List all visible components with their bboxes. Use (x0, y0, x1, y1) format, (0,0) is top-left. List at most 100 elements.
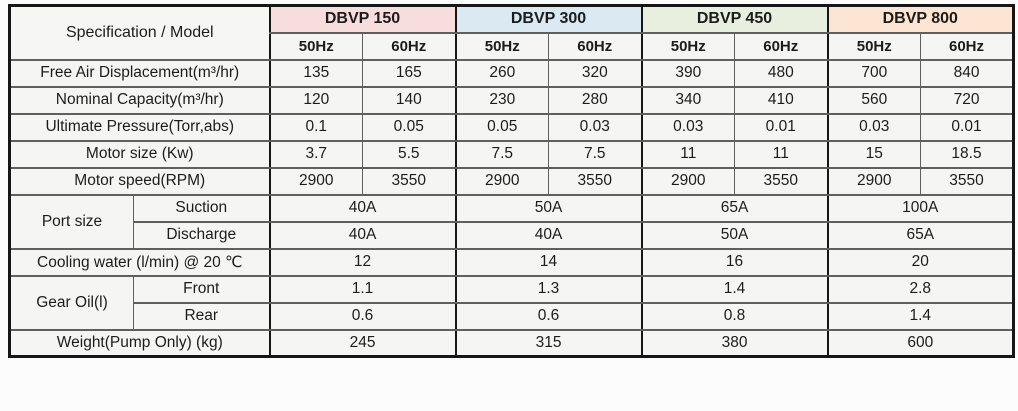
value-cell: 390 (640, 58, 736, 88)
table-row-port-size-suction: Port size Suction 40A 50A 65A 100A (9, 193, 1015, 250)
value-cell: 11 (734, 139, 829, 169)
value-cell: 18.5 (920, 139, 1015, 169)
sub-label: Rear (132, 301, 271, 331)
sub-label: Suction (132, 193, 271, 223)
model-header-dbvp-800: DBVP 800 (826, 4, 1015, 34)
model-header-dbvp-450: DBVP 450 (640, 4, 829, 34)
value-cell: 1.1 (268, 274, 457, 304)
value-cell: 0.6 (454, 301, 643, 331)
table-row-nominal-capacity: Nominal Capacity(m³/hr) 120 140 230 280 … (8, 85, 1015, 115)
value-cell: 65A (826, 220, 1015, 250)
value-cell: 840 (920, 58, 1015, 88)
value-cell: 0.01 (734, 112, 829, 142)
value-cell: 1.4 (640, 274, 829, 304)
table-row-motor-size: Motor size (Kw) 3.7 5.5 7.5 7.5 11 11 15… (8, 139, 1015, 169)
freq-header: 60Hz (362, 31, 457, 61)
value-cell: 100A (826, 193, 1015, 223)
group-label-gear-oil: Gear Oil(l) (9, 274, 134, 331)
table-row-port-size-discharge: Discharge 40A 40A 50A 65A (10, 220, 1015, 250)
freq-header: 50Hz (640, 31, 736, 61)
value-cell: 40A (268, 220, 457, 250)
table-row-gear-oil-rear: Rear 0.6 0.6 0.8 1.4 (10, 301, 1015, 331)
row-label: Motor size (Kw) (8, 139, 271, 169)
value-cell: 260 (454, 58, 550, 88)
value-cell: 165 (362, 58, 457, 88)
value-cell: 280 (548, 85, 643, 115)
row-label: Ultimate Pressure(Torr,abs) (8, 112, 271, 142)
value-cell: 0.6 (268, 301, 457, 331)
freq-header: 60Hz (734, 31, 829, 61)
value-cell: 315 (454, 328, 643, 358)
value-cell: 2900 (268, 166, 364, 196)
value-cell: 7.5 (548, 139, 643, 169)
freq-header: 50Hz (268, 31, 364, 61)
value-cell: 3550 (920, 166, 1015, 196)
table-row-gear-oil-front: Gear Oil(l) Front 1.1 1.3 1.4 2.8 (9, 274, 1015, 331)
value-cell: 340 (640, 85, 736, 115)
value-cell: 2.8 (826, 274, 1015, 304)
value-cell: 11 (640, 139, 736, 169)
value-cell: 245 (268, 328, 457, 358)
corner-header: Specification / Model (8, 4, 271, 61)
group-label-port-size: Port size (9, 193, 134, 250)
value-cell: 20 (826, 247, 1015, 277)
value-cell: 40A (454, 220, 643, 250)
value-cell: 40A (268, 193, 457, 223)
value-cell: 2900 (454, 166, 550, 196)
value-cell: 380 (640, 328, 829, 358)
model-header-row: Specification / Model DBVP 150 DBVP 300 … (8, 4, 1015, 61)
value-cell: 0.1 (268, 112, 364, 142)
value-cell: 0.8 (640, 301, 829, 331)
value-cell: 560 (826, 85, 922, 115)
value-cell: 3550 (362, 166, 457, 196)
value-cell: 320 (548, 58, 643, 88)
sub-label: Front (132, 274, 271, 304)
value-cell: 410 (734, 85, 829, 115)
value-cell: 0.03 (640, 112, 736, 142)
value-cell: 2900 (640, 166, 736, 196)
value-cell: 3.7 (268, 139, 364, 169)
value-cell: 3550 (734, 166, 829, 196)
value-cell: 3550 (548, 166, 643, 196)
table-row-ultimate-pressure: Ultimate Pressure(Torr,abs) 0.1 0.05 0.0… (8, 112, 1015, 142)
value-cell: 480 (734, 58, 829, 88)
value-cell: 720 (920, 85, 1015, 115)
spec-table: Specification / Model DBVP 150 DBVP 300 … (8, 4, 1016, 358)
value-cell: 700 (826, 58, 922, 88)
row-label: Weight(Pump Only) (kg) (8, 328, 271, 358)
row-label: Nominal Capacity(m³/hr) (8, 85, 271, 115)
value-cell: 600 (826, 328, 1015, 358)
row-label: Motor speed(RPM) (8, 166, 271, 196)
value-cell: 140 (362, 85, 457, 115)
value-cell: 15 (826, 139, 922, 169)
model-header-dbvp-300: DBVP 300 (454, 4, 643, 34)
value-cell: 230 (454, 85, 550, 115)
frequency-header-row: 50Hz 60Hz 50Hz 60Hz 50Hz 60Hz 50Hz 60Hz (10, 31, 1015, 61)
table-row-free-air-displacement: Free Air Displacement(m³/hr) 135 165 260… (8, 58, 1015, 88)
value-cell: 0.03 (826, 112, 922, 142)
row-label: Cooling water (l/min) @ 20 ℃ (8, 247, 271, 277)
value-cell: 2900 (826, 166, 922, 196)
sub-label: Discharge (132, 220, 271, 250)
table-row-motor-speed: Motor speed(RPM) 2900 3550 2900 3550 290… (8, 166, 1015, 196)
value-cell: 0.05 (454, 112, 550, 142)
value-cell: 0.03 (548, 112, 643, 142)
value-cell: 5.5 (362, 139, 457, 169)
model-header-dbvp-150: DBVP 150 (268, 4, 457, 34)
table-row-weight: Weight(Pump Only) (kg) 245 315 380 600 (8, 328, 1015, 358)
value-cell: 16 (640, 247, 829, 277)
value-cell: 50A (454, 193, 643, 223)
row-label: Free Air Displacement(m³/hr) (8, 58, 271, 88)
table-row-cooling-water: Cooling water (l/min) @ 20 ℃ 12 14 16 20 (8, 247, 1015, 277)
freq-header: 60Hz (920, 31, 1015, 61)
value-cell: 65A (640, 193, 829, 223)
value-cell: 14 (454, 247, 643, 277)
freq-header: 50Hz (826, 31, 922, 61)
value-cell: 1.4 (826, 301, 1015, 331)
value-cell: 50A (640, 220, 829, 250)
value-cell: 135 (268, 58, 364, 88)
value-cell: 12 (268, 247, 457, 277)
freq-header: 50Hz (454, 31, 550, 61)
value-cell: 0.05 (362, 112, 457, 142)
